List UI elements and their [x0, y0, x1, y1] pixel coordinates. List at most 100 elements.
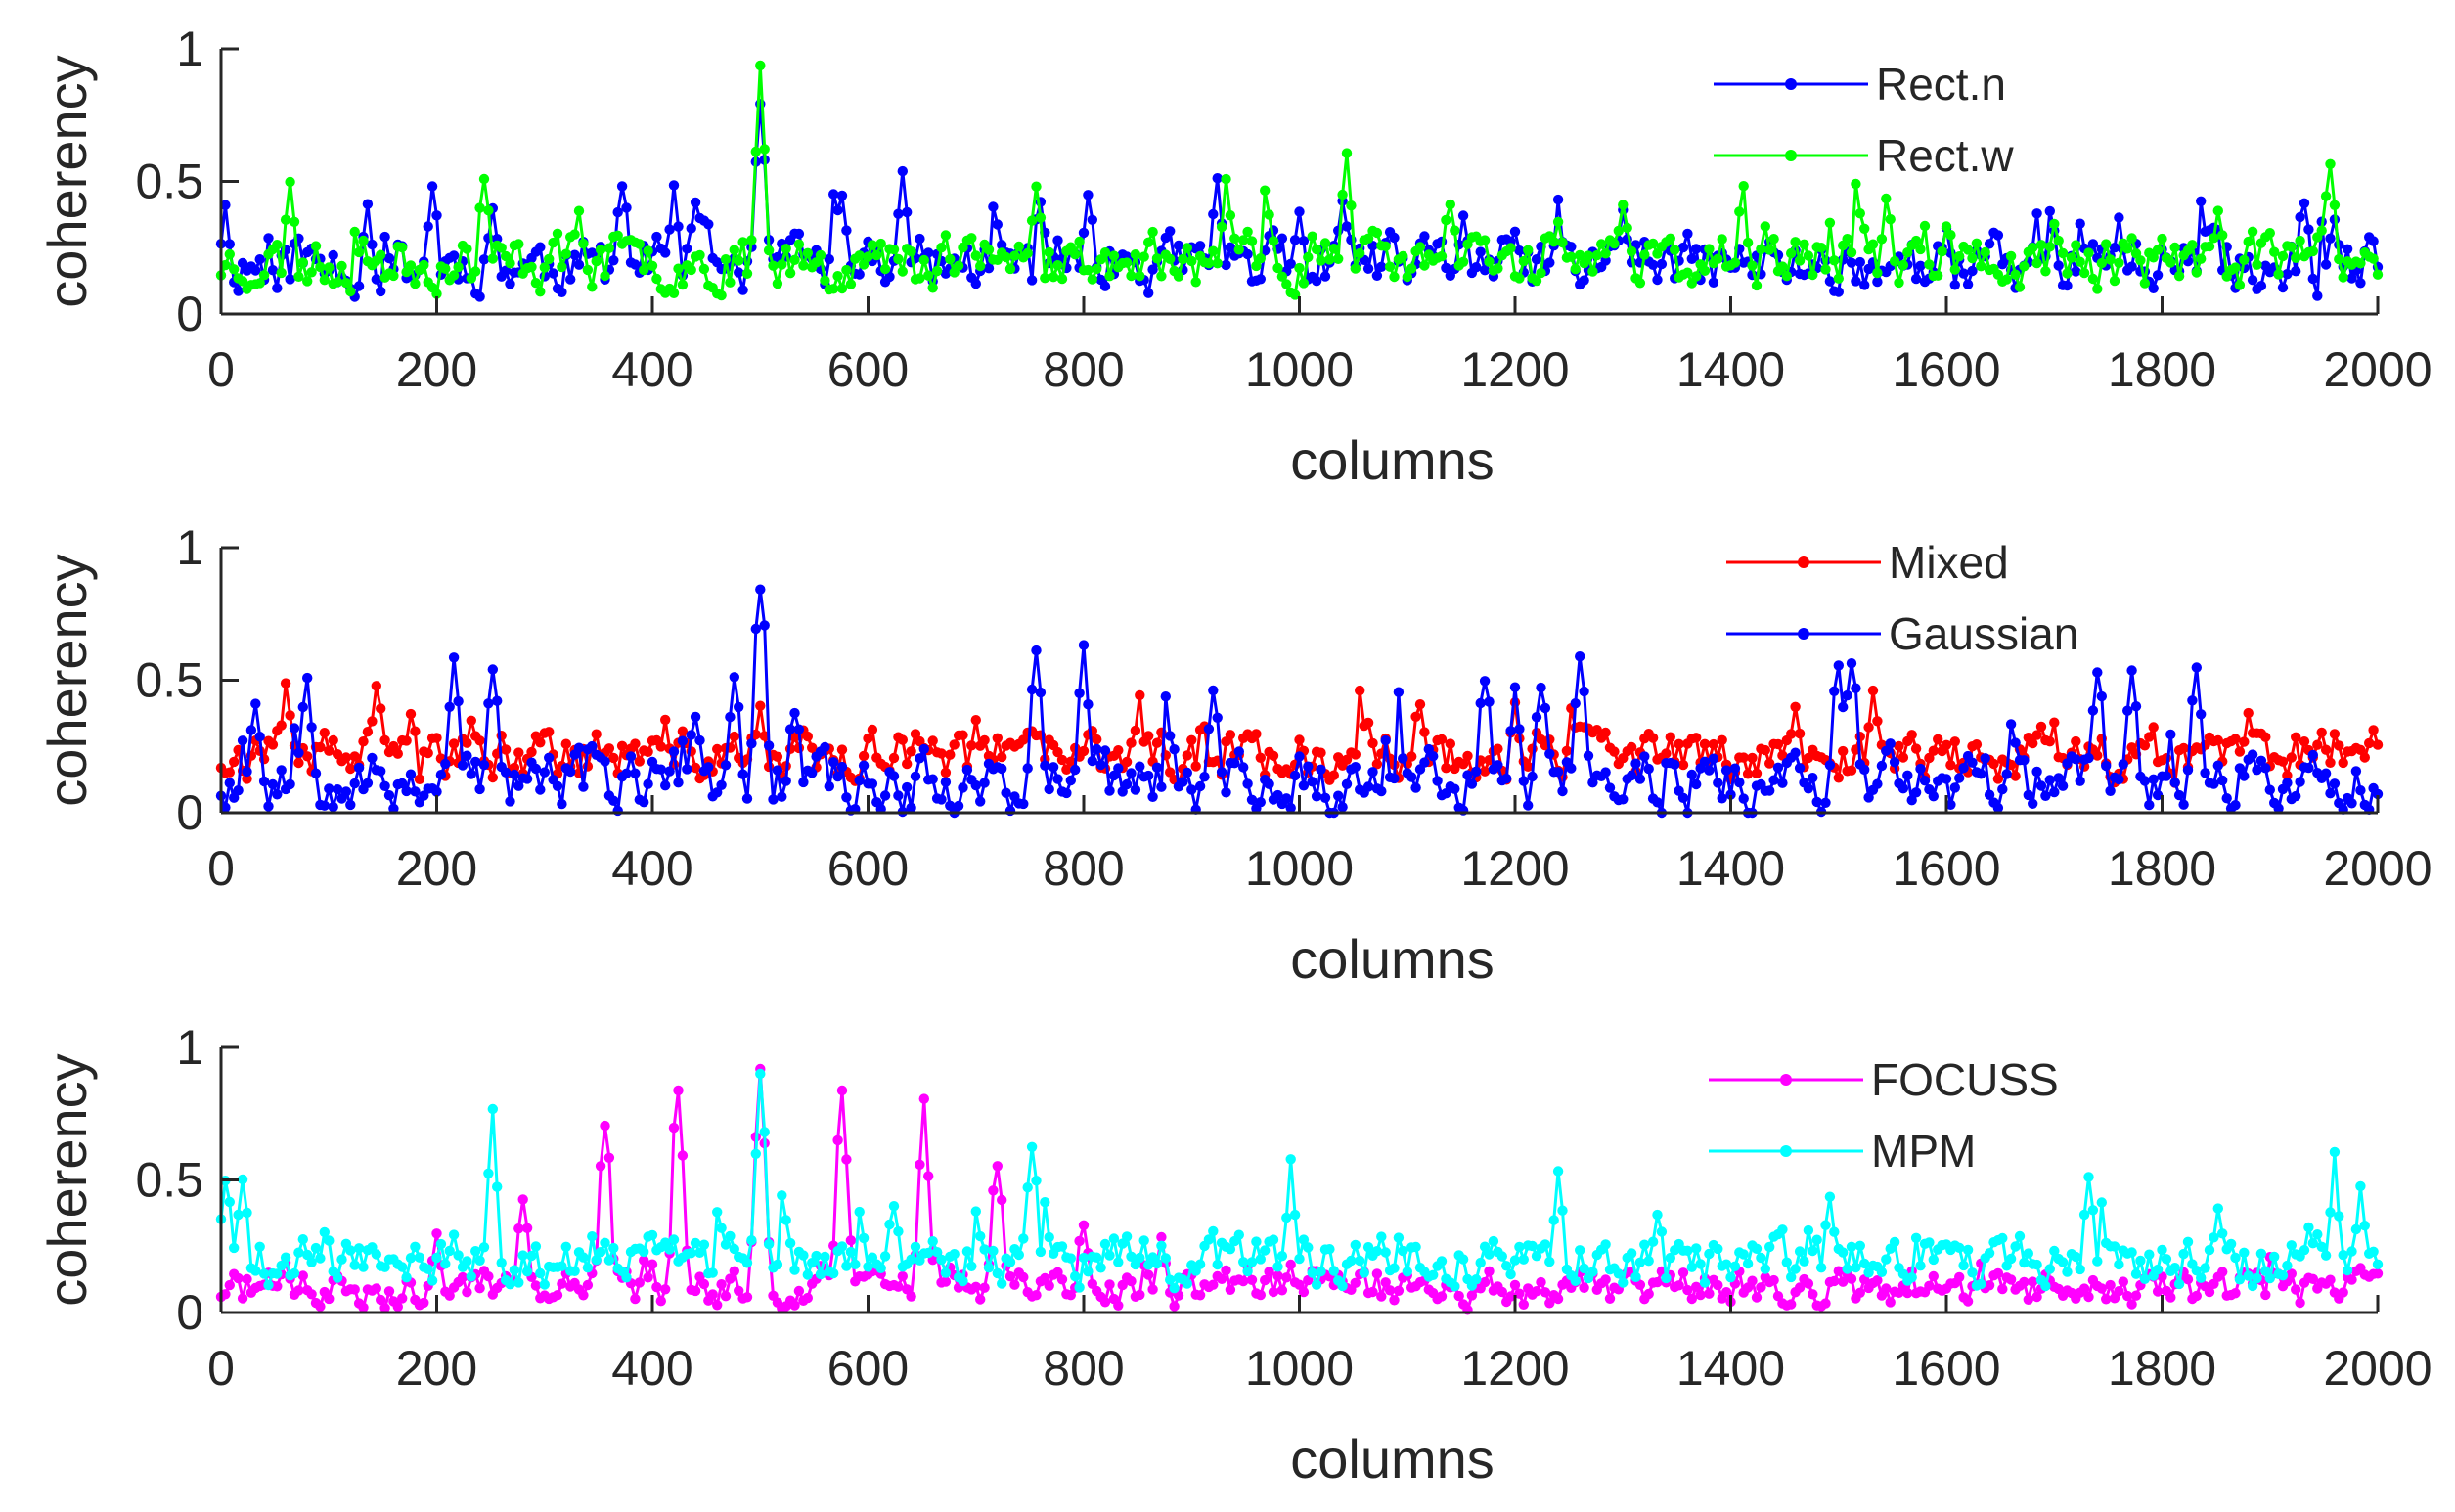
data-point — [1799, 239, 1809, 249]
data-point — [1001, 251, 1011, 263]
data-point — [1143, 1260, 1154, 1270]
x-tick-label: 2000 — [2323, 342, 2432, 397]
data-point — [1255, 1289, 1267, 1301]
x-tick-label: 1800 — [2108, 1341, 2216, 1396]
data-point — [888, 1201, 900, 1212]
data-point — [1260, 185, 1271, 196]
data-point — [1346, 200, 1357, 211]
legend-entry: FOCUSS — [1709, 1054, 2059, 1105]
data-point — [1872, 778, 1883, 789]
data-point — [1229, 233, 1240, 244]
legend-entry: MPM — [1709, 1126, 1976, 1177]
data-point — [1135, 689, 1145, 701]
data-point — [1135, 761, 1145, 772]
data-point — [1074, 688, 1085, 698]
data-point — [741, 1292, 753, 1303]
data-point — [1699, 738, 1711, 749]
data-point — [1548, 1215, 1559, 1225]
data-point — [457, 760, 469, 771]
data-point — [2217, 1228, 2228, 1239]
data-point — [1104, 271, 1115, 282]
data-point — [1824, 1191, 1836, 1202]
x-tick-label: 1200 — [1460, 841, 1569, 896]
data-point — [349, 751, 360, 762]
data-point — [1246, 794, 1258, 805]
data-point — [1777, 261, 1788, 272]
data-point — [1686, 253, 1698, 264]
data-point — [923, 270, 934, 281]
data-point — [1311, 244, 1322, 255]
data-point — [720, 1239, 732, 1250]
data-point — [1135, 1252, 1145, 1264]
data-point — [509, 769, 520, 780]
data-point — [1691, 778, 1702, 790]
data-point — [462, 737, 472, 748]
data-point — [2078, 1209, 2090, 1221]
data-point — [462, 1256, 472, 1267]
data-point — [858, 1232, 870, 1244]
data-point — [1221, 787, 1231, 798]
data-point — [1674, 738, 1684, 749]
data-point — [1238, 1257, 1249, 1267]
data-point — [1838, 1247, 1849, 1258]
data-point — [513, 239, 524, 249]
data-point — [1078, 745, 1090, 757]
data-point — [2282, 269, 2293, 280]
data-point — [1652, 797, 1663, 808]
data-point — [1092, 734, 1102, 745]
data-point — [630, 1293, 641, 1305]
data-point — [1872, 276, 1883, 288]
data-point — [1962, 279, 1974, 289]
data-point — [1294, 734, 1305, 745]
data-point — [1808, 269, 1818, 281]
data-point — [1393, 1232, 1405, 1243]
data-point — [1484, 1249, 1495, 1260]
data-point — [1380, 1247, 1391, 1258]
data-point — [1764, 758, 1775, 769]
data-point — [535, 287, 546, 297]
data-point — [1509, 682, 1521, 692]
data-point — [836, 761, 848, 773]
data-point — [1863, 722, 1874, 733]
data-point — [1307, 777, 1317, 787]
data-point — [906, 246, 916, 257]
data-point — [639, 1255, 649, 1266]
data-point — [1203, 258, 1215, 269]
data-point — [1311, 276, 1322, 287]
data-point — [2368, 253, 2379, 264]
data-point — [1851, 1262, 1861, 1273]
data-point — [254, 732, 265, 742]
x-axis-label: columns — [1290, 429, 1495, 491]
data-point — [419, 1297, 429, 1309]
data-point — [1738, 752, 1749, 763]
data-point — [2126, 1299, 2137, 1310]
data-point — [2101, 1294, 2112, 1305]
data-point — [1656, 1226, 1668, 1237]
data-point — [358, 235, 369, 246]
data-point — [1665, 233, 1676, 244]
data-point — [2057, 247, 2069, 259]
data-point — [1298, 1286, 1310, 1298]
data-point — [1040, 273, 1050, 284]
data-point — [1221, 1265, 1231, 1276]
data-point — [2372, 269, 2384, 280]
data-point — [1151, 1258, 1163, 1269]
data-point — [332, 1272, 343, 1283]
data-point — [1303, 251, 1314, 263]
data-point — [1393, 1285, 1405, 1297]
data-point — [2169, 242, 2180, 253]
data-point — [1980, 753, 1990, 764]
data-point — [237, 735, 248, 746]
data-point — [647, 1229, 658, 1241]
data-point — [1720, 765, 1732, 776]
data-point — [1859, 280, 1870, 290]
data-point — [1182, 1278, 1193, 1289]
data-point — [1233, 746, 1245, 757]
data-point — [2247, 275, 2258, 286]
data-point — [1398, 250, 1408, 262]
data-point — [1652, 1276, 1663, 1288]
data-point — [1113, 763, 1124, 774]
data-point — [1048, 762, 1059, 773]
data-point — [2114, 1259, 2124, 1270]
data-point — [836, 1241, 848, 1252]
